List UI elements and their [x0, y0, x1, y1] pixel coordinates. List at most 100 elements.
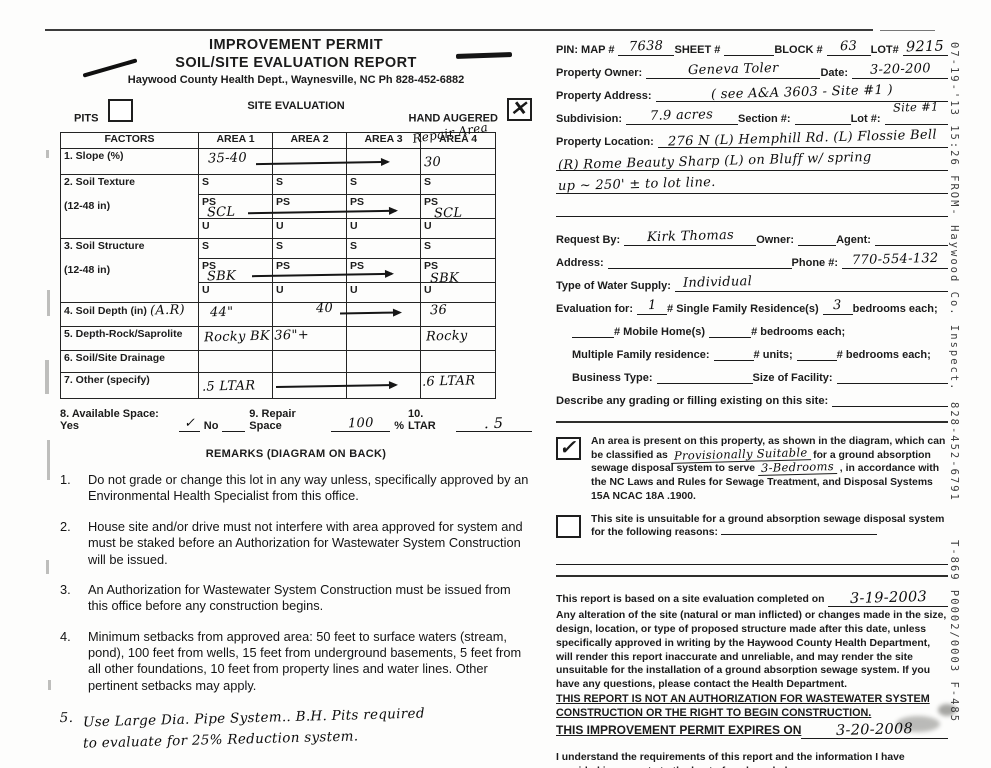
department-contact: Haywood County Health Dept., Waynesville…: [127, 74, 465, 87]
not-authorization-warning: THIS REPORT IS NOT AN AUTHORIZATION FOR …: [556, 693, 930, 720]
agent-field[interactable]: [874, 230, 948, 246]
hw-ltar: . 5: [484, 415, 504, 433]
hand-augered-checkbox[interactable]: ✕: [507, 96, 532, 121]
check-mark-icon: ✓: [559, 435, 576, 459]
section-field[interactable]: [794, 109, 851, 125]
sfr-bedrooms-field[interactable]: 3: [822, 298, 853, 315]
cell: [420, 148, 496, 175]
request-line: Request By: Kirk Thomas Owner: Agent:: [556, 228, 948, 246]
mobile-bedrooms-field[interactable]: [709, 322, 752, 338]
location-line-3: up ~ 250' ± to lot line.: [556, 175, 948, 194]
cell: S: [346, 174, 421, 195]
mobile-count-field[interactable]: [572, 322, 614, 338]
block-field[interactable]: 63: [826, 39, 871, 56]
business-line: Business Type: Size of Facility:: [572, 368, 948, 384]
hw-to-serve: 3-Bedrooms: [757, 460, 838, 477]
address2-field[interactable]: [607, 253, 792, 269]
cell: S: [198, 238, 273, 259]
evaluation-line: Evaluation for: 1 # Single Family Reside…: [556, 297, 938, 315]
ink-smudge: [938, 704, 956, 716]
row-label-other: 7. Other (specify): [60, 372, 199, 399]
cell: U: [346, 282, 421, 303]
units-field[interactable]: [713, 345, 754, 361]
sfr-count-field[interactable]: 1: [637, 298, 668, 315]
col-header: FACTORS: [60, 132, 199, 149]
cell: PS: [346, 194, 421, 219]
hw-depth-area1: 44": [209, 304, 234, 321]
depth-ar-note: (A.R): [149, 302, 185, 319]
evaluation-label: Evaluation for:: [556, 303, 634, 315]
cell: U: [198, 282, 273, 303]
acknowledgement-text: I understand the requirements of this re…: [556, 751, 905, 768]
location-field-2[interactable]: (R) Rome Beauty Sharp (L) on Bluff w/ sp…: [556, 150, 948, 173]
address2-line: Address: Phone #: 770-554-132: [556, 251, 948, 269]
location-line-2: (R) Rome Beauty Sharp (L) on Bluff w/ sp…: [556, 150, 948, 173]
lot2-field[interactable]: Site #1: [884, 99, 948, 125]
request-by-field[interactable]: Kirk Thomas: [624, 228, 757, 246]
multi-bedrooms-field[interactable]: [796, 345, 837, 361]
remark-item: 4. Minimum setbacks from approved area: …: [60, 628, 522, 693]
water-supply-label: Type of Water Supply:: [556, 280, 671, 292]
cell: PS: [198, 194, 273, 219]
pits-field: PITS: [74, 99, 133, 130]
site-evaluation-table: FACTORS AREA 1 AREA 2 AREA 3 AREA 4 1. S…: [60, 132, 496, 399]
form-subtitle: SOIL/SITE EVALUATION REPORT: [175, 55, 417, 72]
block-label: BLOCK #: [774, 44, 823, 56]
grading-field[interactable]: [832, 391, 948, 407]
scan-speck: [47, 440, 50, 480]
suitable-checkbox[interactable]: ✓: [556, 435, 581, 460]
location-field-4[interactable]: [556, 201, 948, 217]
location-field-3[interactable]: up ~ 250' ± to lot line.: [556, 175, 948, 194]
cell: [272, 350, 347, 373]
owner-field[interactable]: Geneva Toler: [646, 61, 821, 79]
phone-field[interactable]: 770-554-132: [842, 251, 948, 269]
facility-size-field[interactable]: [836, 368, 948, 384]
location-field[interactable]: 276 N (L) Hemphill Rd. (L) Flossie Bell: [657, 127, 948, 150]
repair-space-label: 9. Repair Space: [249, 408, 296, 432]
multi-family-line: Multiple Family residence: # units; # be…: [572, 345, 948, 361]
hw-structure-area1: SBK: [206, 268, 237, 285]
cell: S: [198, 174, 273, 195]
form-header: IMPROVEMENT PERMIT SOIL/SITE EVALUATION …: [60, 36, 532, 88]
reasons-field[interactable]: [720, 534, 877, 536]
report-paragraph: This report is based on a site evaluatio…: [556, 589, 948, 739]
cell: PS: [272, 194, 347, 219]
scan-line-artifact: [45, 29, 873, 31]
cell: [198, 350, 273, 373]
cell: PS: [346, 258, 421, 283]
date-field[interactable]: 3-20-200: [852, 61, 948, 79]
address-field[interactable]: ( see A&A 3603 - Site #1 ): [655, 83, 948, 102]
subdivision-field[interactable]: 7.9 acres: [626, 107, 738, 125]
hw-slope-area4: 30: [423, 154, 442, 171]
hw-other-area4: .6 LTAR: [421, 373, 476, 390]
unsuitable-checkbox[interactable]: [556, 514, 581, 538]
ltar-field[interactable]: . 5: [455, 415, 532, 433]
yes-field[interactable]: ✓: [178, 416, 200, 432]
phone-label: Phone #:: [791, 257, 838, 269]
address-line: Property Address: ( see A&A 3603 - Site …: [556, 83, 948, 102]
improvement-permit-form: IMPROVEMENT PERMIT SOIL/SITE EVALUATION …: [59, 36, 532, 751]
no-label: No: [203, 420, 219, 432]
expires-date-field[interactable]: 3-20-2008: [801, 721, 948, 739]
no-field[interactable]: [222, 417, 246, 432]
map-field[interactable]: 7638: [618, 39, 675, 56]
sheet-field[interactable]: [724, 40, 775, 56]
lot-field[interactable]: 9215: [902, 39, 948, 56]
date-label: Date:: [820, 67, 848, 79]
evaluation-date-field[interactable]: 3-19-2003: [828, 589, 948, 607]
unsuitable-checkbox-block: This site is unsuitable for a ground abs…: [556, 513, 948, 540]
business-type-field[interactable]: [656, 368, 753, 384]
owner2-field[interactable]: [798, 230, 837, 246]
form-title: IMPROVEMENT PERMIT: [209, 37, 383, 53]
water-supply-field[interactable]: Individual: [674, 274, 948, 292]
reasons-field-2[interactable]: [556, 549, 948, 566]
location-label: Property Location:: [556, 136, 654, 148]
hw-rock-area4: Rocky: [425, 328, 468, 345]
row-label-depth: 4. Soil Depth (in) (A.R): [60, 302, 199, 327]
row-label-drainage: 6. Soil/Site Drainage: [60, 350, 199, 373]
scan-speck: [48, 680, 51, 690]
section-divider: [556, 421, 948, 423]
repair-space-field[interactable]: 100: [331, 416, 391, 432]
pits-checkbox[interactable]: [107, 99, 133, 122]
